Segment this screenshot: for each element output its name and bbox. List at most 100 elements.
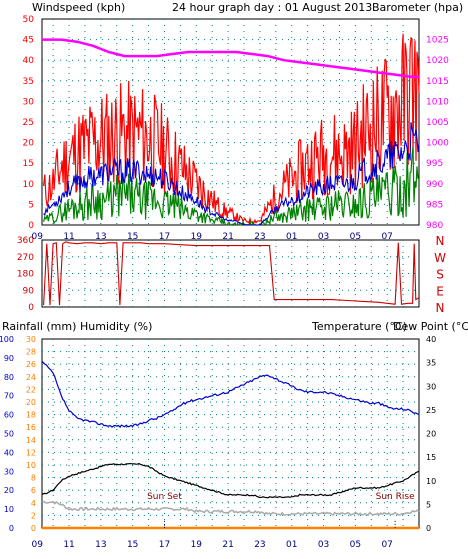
rainfall-y-tick: 2 xyxy=(31,511,36,520)
humidity-y-tick: 0 xyxy=(9,524,14,533)
humidity-y-tick: 30 xyxy=(4,467,14,476)
rainfall-y-tick: 4 xyxy=(31,499,36,508)
wind-y-tick: 35 xyxy=(23,77,34,87)
wind-y-tick: 20 xyxy=(23,139,35,149)
windspeed-axis-label: Windspeed (kph) xyxy=(32,1,125,14)
wind-low-line xyxy=(43,147,420,226)
tick-layer: 1111131315151717191921212323010103030505… xyxy=(0,15,449,550)
humidity-y-tick: 70 xyxy=(4,392,14,401)
wind-direction-line xyxy=(43,241,420,306)
x-tick-label-upper: 01 xyxy=(286,232,297,242)
temperature-y-tick: 5 xyxy=(426,500,431,509)
x-tick-label-upper: 13 xyxy=(95,232,106,242)
direction-y-tick: 270 xyxy=(17,253,34,263)
x-tick-label-lower: 09 xyxy=(32,540,44,550)
temperature-y-tick: 15 xyxy=(426,453,436,462)
wind-average-line xyxy=(43,122,420,226)
dewpoint-line xyxy=(41,500,420,517)
rainfall-y-tick: 20 xyxy=(26,398,36,407)
compass-label: E xyxy=(436,284,444,298)
rainfall-y-tick: 6 xyxy=(31,486,36,495)
wind-y-tick: 40 xyxy=(23,56,35,66)
rainfall-y-tick: 14 xyxy=(26,436,36,445)
rainfall-y-tick: 18 xyxy=(26,411,36,420)
temperature-y-tick: 25 xyxy=(426,406,436,415)
rainfall-y-tick: 30 xyxy=(26,335,36,344)
temperature-y-tick: 0 xyxy=(426,524,431,533)
chart-title: 24 hour graph day : 01 August 2013 xyxy=(172,1,372,14)
windspeed-gust-line xyxy=(43,33,420,225)
x-tick-label-upper: 15 xyxy=(127,232,138,242)
wind-y-tick: 15 xyxy=(23,159,34,169)
x-tick-label-upper: 23 xyxy=(254,232,265,242)
direction-y-tick: 90 xyxy=(23,286,35,296)
x-tick-label-lower: 03 xyxy=(318,540,329,550)
dewpoint-axis-label: Dew Point (°C) xyxy=(393,320,468,333)
barometer-y-tick: 1015 xyxy=(426,77,449,87)
x-tick-label-upper: 11 xyxy=(63,232,74,242)
x-tick-label-upper: 21 xyxy=(222,232,233,242)
barometer-axis-label: Barometer (hpa) xyxy=(372,1,463,14)
rainfall-y-tick: 12 xyxy=(26,448,36,457)
humidity-y-tick: 60 xyxy=(4,411,14,420)
x-tick-label-lower: 21 xyxy=(222,540,233,550)
barometer-y-tick: 990 xyxy=(426,180,443,190)
compass-label: N xyxy=(436,301,445,315)
rainfall-y-tick: 8 xyxy=(31,474,36,483)
humidity-y-tick: 10 xyxy=(4,505,14,514)
wind-y-tick: 50 xyxy=(23,15,35,25)
x-tick-label-upper: 07 xyxy=(381,232,392,242)
humidity-y-tick: 20 xyxy=(4,486,14,495)
x-tick-label-lower: 01 xyxy=(286,540,297,550)
x-tick-label-upper: 17 xyxy=(159,232,170,242)
humidity-y-tick: 100 xyxy=(0,335,14,344)
humidity-y-tick: 40 xyxy=(4,448,14,457)
rainfall-y-tick: 16 xyxy=(26,423,36,432)
humidity-y-tick: 80 xyxy=(4,373,14,382)
rainfall-y-tick: 22 xyxy=(26,385,36,394)
temperature-axis-label: Temperature (°C) xyxy=(311,320,407,333)
x-tick-label-lower: 19 xyxy=(191,540,203,550)
compass-label: W xyxy=(434,251,446,265)
barometer-y-tick: 1010 xyxy=(426,97,449,107)
x-tick-label-lower: 15 xyxy=(127,540,138,550)
wind-y-tick: 0 xyxy=(28,221,34,231)
barometer-y-tick: 1025 xyxy=(426,36,449,46)
wind-y-tick: 45 xyxy=(23,36,34,46)
temperature-y-tick: 20 xyxy=(426,430,436,439)
x-tick-label-upper: 09 xyxy=(32,232,44,242)
grid-layer xyxy=(42,19,419,528)
compass-label: S xyxy=(436,268,444,282)
series-layer xyxy=(41,33,420,530)
x-tick-label-upper: 05 xyxy=(350,232,361,242)
rainfall-y-tick: 24 xyxy=(26,373,36,382)
wind-y-tick: 25 xyxy=(23,118,34,128)
direction-panel-frame xyxy=(41,239,420,308)
humidity-y-tick: 90 xyxy=(4,354,14,363)
barometer-y-tick: 1020 xyxy=(426,56,449,66)
sunset-annotation: Sun Set xyxy=(147,492,182,502)
temperature-y-tick: 35 xyxy=(426,359,436,368)
humidity-axis-label: Humidity (%) xyxy=(80,320,152,333)
direction-y-tick: 0 xyxy=(28,303,34,313)
rainfall-y-tick: 28 xyxy=(26,348,36,357)
wind-y-tick: 5 xyxy=(28,200,34,210)
humidity-y-tick: 50 xyxy=(4,430,14,439)
humidity-line xyxy=(41,360,420,428)
rainfall-axis-label: Rainfall (mm) xyxy=(2,320,76,333)
sunrise-annotation: Sun Rise xyxy=(376,492,415,502)
barometer-y-tick: 995 xyxy=(426,159,443,169)
wind-y-tick: 10 xyxy=(23,180,35,190)
temperature-y-tick: 40 xyxy=(426,335,436,344)
barometer-line xyxy=(42,38,419,78)
wind-y-tick: 30 xyxy=(23,97,35,107)
rainfall-y-tick: 26 xyxy=(26,360,36,369)
temperature-y-tick: 30 xyxy=(426,382,436,391)
humidity-panel-frame xyxy=(41,338,420,529)
rainfall-y-tick: 0 xyxy=(31,524,36,533)
x-tick-label-lower: 23 xyxy=(254,540,265,550)
x-tick-label-lower: 07 xyxy=(381,540,392,550)
barometer-y-tick: 985 xyxy=(426,200,443,210)
